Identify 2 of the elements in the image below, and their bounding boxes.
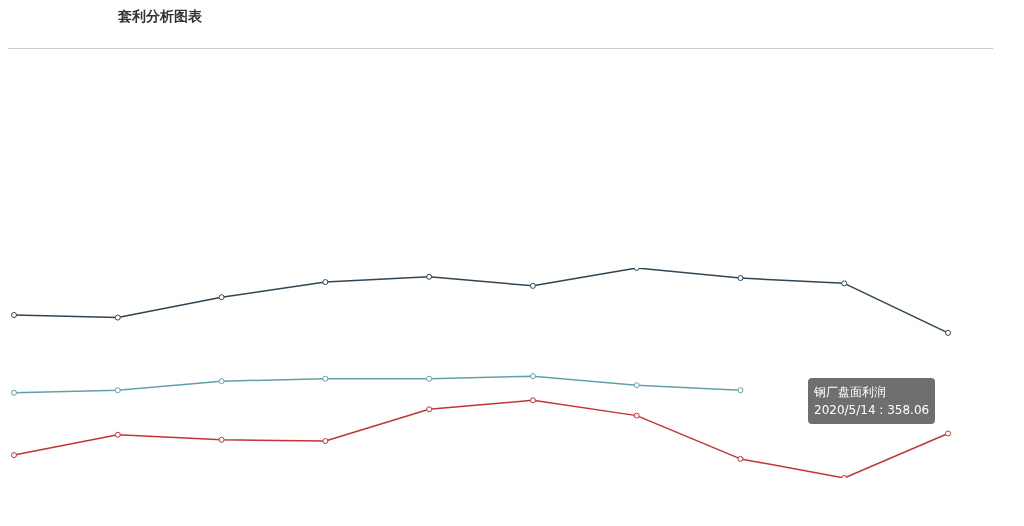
chart-title: 套利分析图表 <box>118 8 202 26</box>
annotation: 钢厂盘面利润 2020/5/14 : 358.06 <box>808 378 936 424</box>
